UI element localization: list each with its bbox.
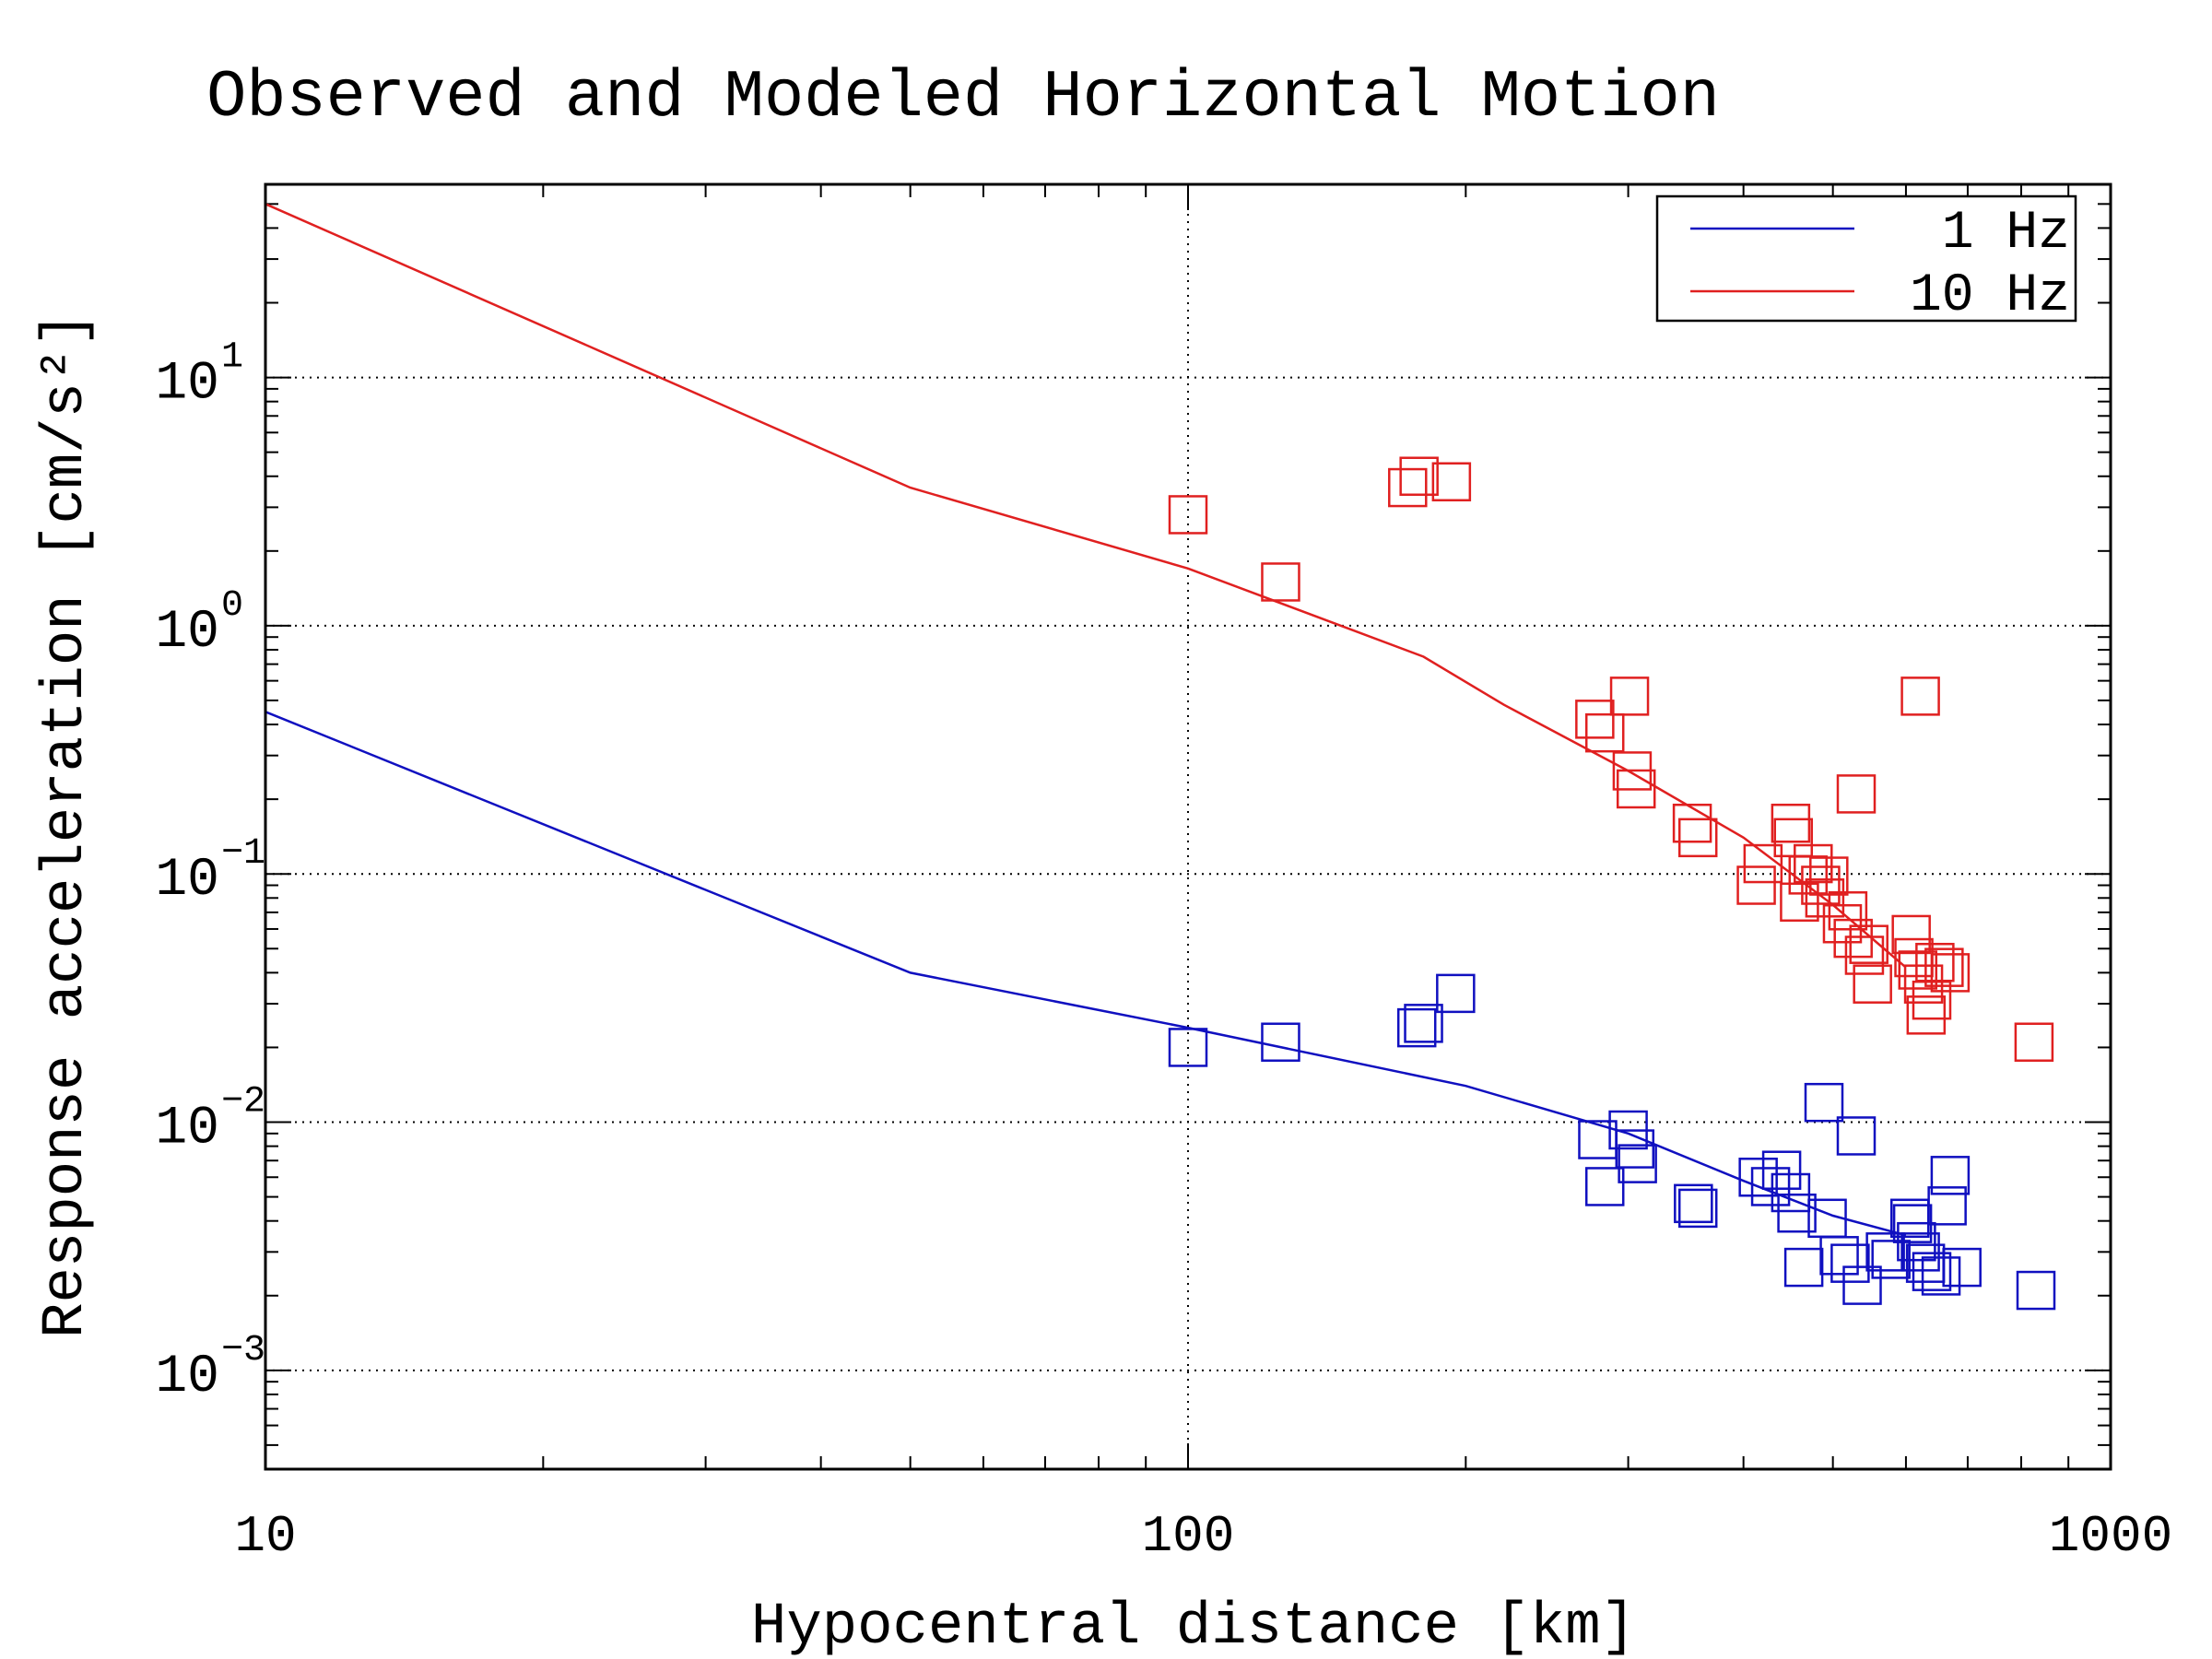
x-tick-label: 100 bbox=[1142, 1507, 1235, 1566]
observed-point-10-hz bbox=[1903, 964, 1944, 1004]
observed-point-1-hz bbox=[1404, 1004, 1443, 1043]
observed-point-10-hz bbox=[1809, 856, 1849, 896]
data-marks bbox=[265, 203, 2056, 1311]
x-tick-label: 1000 bbox=[2049, 1507, 2172, 1566]
observed-point-1-hz bbox=[1912, 1252, 1952, 1291]
observed-point-1-hz bbox=[1842, 1265, 1882, 1305]
y-tick-label: 10 bbox=[155, 1100, 219, 1159]
observed-point-10-hz bbox=[1828, 891, 1868, 931]
observed-point-10-hz bbox=[1780, 882, 1819, 923]
grid-lines bbox=[265, 184, 2111, 1469]
observed-point-10-hz bbox=[1794, 843, 1833, 884]
observed-point-10-hz bbox=[1801, 865, 1841, 905]
observed-point-10-hz bbox=[1388, 467, 1428, 508]
y-tick-exponent: −1 bbox=[221, 833, 265, 875]
y-tick-label: 10 bbox=[155, 851, 219, 911]
observed-point-1-hz bbox=[1921, 1256, 1961, 1296]
observed-point-1-hz bbox=[1930, 1156, 1971, 1195]
y-tick-label: 10 bbox=[155, 1347, 219, 1407]
chart-title: Observed and Modeled Horizontal Motion bbox=[206, 60, 1720, 135]
observed-point-1-hz bbox=[1674, 1183, 1713, 1224]
observed-point-1-hz bbox=[1777, 1193, 1817, 1233]
observed-point-10-hz bbox=[1168, 495, 1208, 535]
observed-point-1-hz bbox=[1783, 1247, 1824, 1288]
observed-point-1-hz bbox=[1261, 1022, 1300, 1062]
model-line-1-hz bbox=[265, 711, 1907, 1237]
observed-point-10-hz bbox=[1906, 995, 1947, 1035]
observed-point-10-hz bbox=[1672, 803, 1712, 843]
observed-point-1-hz bbox=[1584, 1167, 1625, 1206]
observed-point-1-hz bbox=[1436, 973, 1476, 1014]
observed-point-10-hz bbox=[1849, 924, 1888, 964]
observed-point-10-hz bbox=[1677, 818, 1718, 858]
observed-point-10-hz bbox=[1771, 803, 1811, 843]
observed-point-10-hz bbox=[1833, 918, 1873, 959]
legend-label-1-hz: 1 Hz bbox=[1942, 204, 2070, 264]
y-axis-label: Response acceleration [cm/s²] bbox=[33, 312, 100, 1338]
observed-point-1-hz bbox=[1771, 1172, 1811, 1213]
observed-point-10-hz bbox=[1575, 700, 1615, 739]
observed-point-10-hz bbox=[1609, 677, 1650, 716]
observed-point-10-hz bbox=[1924, 947, 1964, 987]
observed-point-10-hz bbox=[1788, 855, 1829, 895]
observed-point-10-hz bbox=[1898, 950, 1938, 990]
y-tick-label: 10 bbox=[155, 355, 219, 415]
observed-point-10-hz bbox=[1844, 935, 1885, 975]
observed-point-1-hz bbox=[1830, 1243, 1870, 1283]
observed-point-1-hz bbox=[1865, 1232, 1905, 1272]
observed-point-1-hz bbox=[1897, 1221, 1936, 1262]
observed-point-1-hz bbox=[1761, 1150, 1802, 1190]
observed-point-10-hz bbox=[1915, 942, 1955, 982]
observed-point-1-hz bbox=[1750, 1167, 1791, 1206]
observed-point-10-hz bbox=[1399, 456, 1439, 496]
observed-point-10-hz bbox=[1930, 953, 1971, 993]
observed-point-1-hz bbox=[1618, 1144, 1657, 1183]
observed-point-10-hz bbox=[1431, 462, 1472, 501]
plot-frame bbox=[264, 182, 2112, 1471]
legend-label-10-hz: 10 Hz bbox=[1910, 266, 2070, 326]
y-tick-exponent: 1 bbox=[221, 337, 243, 379]
y-tick-exponent: −2 bbox=[221, 1082, 265, 1124]
x-tick-label: 10 bbox=[234, 1507, 296, 1566]
observed-point-1-hz bbox=[1942, 1247, 1982, 1288]
observed-point-1-hz bbox=[1396, 1007, 1437, 1048]
observed-point-10-hz bbox=[1743, 843, 1783, 884]
observed-point-10-hz bbox=[1616, 769, 1656, 809]
observed-point-1-hz bbox=[1819, 1236, 1859, 1276]
observed-point-1-hz bbox=[1615, 1129, 1655, 1169]
observed-point-1-hz bbox=[1836, 1116, 1877, 1156]
x-axis-label: Hypocentral distance [km] bbox=[751, 1594, 1636, 1659]
observed-point-1-hz bbox=[2016, 1270, 2056, 1311]
observed-point-1-hz bbox=[1900, 1232, 1940, 1272]
observed-point-1-hz bbox=[1927, 1186, 1967, 1226]
legend-box bbox=[1655, 194, 2077, 323]
observed-point-10-hz bbox=[1891, 914, 1931, 955]
observed-point-1-hz bbox=[1804, 1082, 1844, 1123]
observed-point-10-hz bbox=[2014, 1022, 2054, 1062]
observed-point-1-hz bbox=[1738, 1158, 1778, 1197]
observed-point-10-hz bbox=[1900, 677, 1940, 716]
observed-point-10-hz bbox=[1736, 865, 1776, 905]
observed-point-1-hz bbox=[1677, 1188, 1718, 1229]
observed-point-10-hz bbox=[1261, 562, 1300, 602]
observed-point-10-hz bbox=[1584, 712, 1625, 753]
y-tick-exponent: −3 bbox=[221, 1330, 265, 1371]
y-tick-label: 10 bbox=[155, 603, 219, 663]
observed-point-10-hz bbox=[1822, 903, 1863, 944]
observed-point-10-hz bbox=[1836, 774, 1877, 814]
y-tick-exponent: 0 bbox=[221, 585, 243, 627]
observed-point-10-hz bbox=[1853, 964, 1892, 1004]
observed-point-1-hz bbox=[1168, 1028, 1208, 1067]
